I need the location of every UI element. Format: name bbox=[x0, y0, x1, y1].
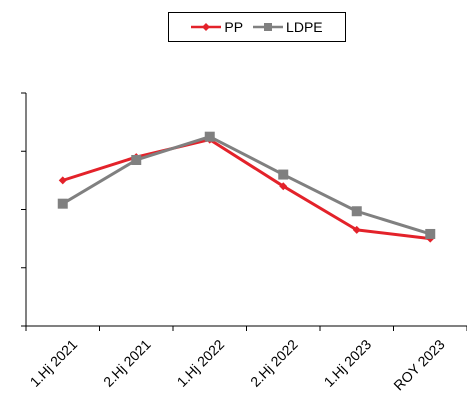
data-point-ldpe bbox=[278, 169, 289, 180]
legend-label-pp: PP bbox=[224, 19, 244, 35]
data-point-pp bbox=[279, 182, 288, 191]
x-tick-label: 1.Hj 2022 bbox=[174, 336, 228, 390]
legend-entry-ldpe: LDPE bbox=[253, 19, 323, 35]
x-tick-label: 2.Hj 2021 bbox=[100, 336, 154, 390]
data-point-ldpe bbox=[351, 206, 362, 217]
x-tick-label: ROY 2023 bbox=[390, 336, 448, 394]
x-tick-label: 1.Hj 2021 bbox=[27, 336, 81, 390]
x-tick-labels: 1.Hj 2021 2.Hj 2021 1.Hj 2022 2.Hj 2022 1.Hj… bbox=[27, 336, 448, 394]
data-point-ldpe bbox=[204, 131, 215, 142]
data-point-pp bbox=[352, 225, 361, 234]
x-tick-label: 2.Hj 2022 bbox=[247, 336, 301, 390]
data-point-pp bbox=[58, 176, 67, 185]
chart-axes bbox=[21, 92, 467, 331]
chart-series bbox=[57, 131, 436, 243]
series-line-ldpe bbox=[61, 135, 431, 236]
data-point-ldpe bbox=[425, 228, 436, 239]
legend-label-ldpe: LDPE bbox=[286, 19, 323, 35]
legend-entry-pp: PP bbox=[191, 19, 243, 35]
data-point-ldpe bbox=[57, 198, 68, 209]
legend: PP LDPE bbox=[168, 12, 346, 42]
series-line-pp bbox=[62, 138, 431, 241]
x-tick-label: 1.Hj 2023 bbox=[321, 336, 375, 390]
data-point-ldpe bbox=[131, 154, 142, 165]
legend-swatch-pp bbox=[191, 23, 222, 31]
legend-swatch-ldpe bbox=[253, 23, 284, 31]
